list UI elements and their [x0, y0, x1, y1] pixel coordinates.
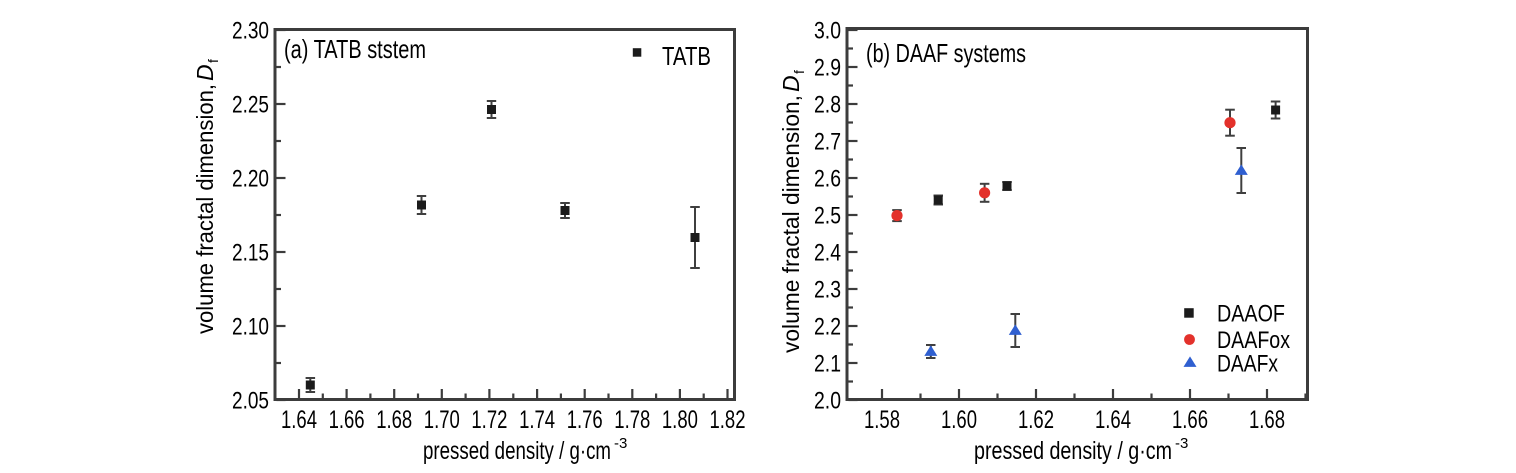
svg-text:DAAFox: DAAFox	[1217, 327, 1290, 354]
svg-text:2.15: 2.15	[232, 240, 269, 267]
svg-text:1.76: 1.76	[567, 406, 603, 434]
svg-text:2.1: 2.1	[814, 351, 841, 378]
svg-text:f: f	[205, 59, 221, 63]
svg-text:2.7: 2.7	[814, 129, 841, 156]
svg-text:2.0: 2.0	[814, 388, 841, 415]
svg-text:2.30: 2.30	[232, 18, 269, 45]
svg-text:2.9: 2.9	[814, 55, 841, 82]
svg-text:1.82: 1.82	[710, 406, 746, 434]
svg-text:1.68: 1.68	[376, 406, 412, 434]
svg-text:1.74: 1.74	[519, 406, 555, 434]
svg-text:1.64: 1.64	[1095, 406, 1131, 434]
svg-text:1.80: 1.80	[662, 406, 698, 434]
svg-text:D: D	[778, 75, 804, 92]
svg-text:1.72: 1.72	[471, 406, 507, 434]
svg-text:2.25: 2.25	[232, 92, 269, 119]
svg-text:volume fractal dimension,: volume fractal dimension,	[192, 84, 218, 334]
svg-text:D: D	[192, 64, 218, 81]
svg-text:TATB: TATB	[662, 41, 711, 71]
svg-text:3.0: 3.0	[814, 18, 841, 45]
svg-text:1.60: 1.60	[941, 406, 977, 434]
svg-text:volume fractal dimension,: volume fractal dimension,	[778, 95, 804, 353]
svg-text:2.6: 2.6	[814, 166, 841, 193]
svg-text:1.66: 1.66	[1172, 406, 1208, 434]
svg-text:(a) TATB ststem: (a) TATB ststem	[284, 34, 426, 64]
svg-text:2.8: 2.8	[814, 92, 841, 119]
svg-text:DAAFx: DAAFx	[1217, 351, 1278, 378]
svg-text:pressed density / g·cm: pressed density / g·cm	[423, 437, 611, 465]
svg-text:DAAOF: DAAOF	[1217, 301, 1285, 328]
svg-text:2.10: 2.10	[232, 314, 269, 341]
svg-text:1.66: 1.66	[329, 406, 365, 434]
svg-text:1.62: 1.62	[1018, 406, 1054, 434]
svg-text:f: f	[791, 70, 807, 74]
svg-text:1.70: 1.70	[424, 406, 460, 434]
svg-text:pressed density / g·cm: pressed density / g·cm	[974, 437, 1172, 465]
svg-text:2.5: 2.5	[814, 203, 841, 230]
svg-text:-3: -3	[614, 435, 627, 452]
svg-text:-3: -3	[1175, 435, 1188, 452]
svg-text:2.4: 2.4	[814, 240, 841, 267]
svg-text:2.3: 2.3	[814, 277, 841, 304]
svg-text:1.64: 1.64	[281, 406, 317, 434]
svg-text:2.20: 2.20	[232, 166, 269, 193]
svg-text:1.58: 1.58	[864, 406, 900, 434]
svg-text:2.05: 2.05	[232, 388, 269, 415]
svg-text:1.78: 1.78	[614, 406, 650, 434]
svg-text:(b) DAAF systems: (b) DAAF systems	[866, 38, 1026, 68]
svg-text:1.68: 1.68	[1249, 406, 1285, 434]
svg-text:2.2: 2.2	[814, 314, 841, 341]
